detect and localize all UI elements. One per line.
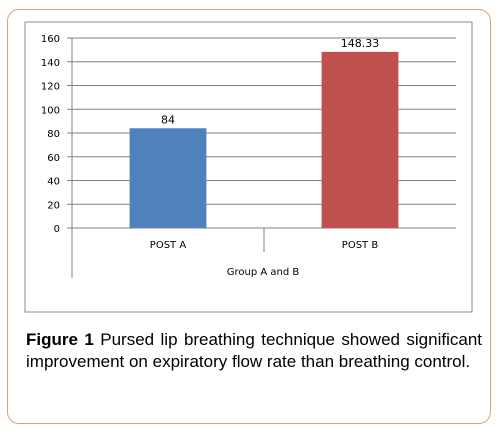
y-tick-label-6: 120 [41, 82, 60, 93]
bar-1 [321, 51, 399, 228]
y-tick-label-1: 20 [47, 200, 60, 211]
y-tick-label-8: 160 [41, 34, 60, 45]
y-tick-label-3: 60 [47, 153, 60, 164]
caption-label: Figure 1 [26, 330, 94, 349]
bar-0 [129, 128, 207, 228]
caption-text: Pursed lip breathing technique showed si… [26, 330, 482, 371]
data-label-0: 84 [161, 113, 175, 126]
y-tick-label-7: 140 [41, 58, 60, 69]
axes [71, 38, 265, 278]
y-tick-label-0: 0 [54, 224, 60, 235]
category-label-1: POST B [342, 240, 379, 251]
y-tick-labels: 0 20 40 60 80 100 120 140 160 [41, 34, 60, 235]
x-category-labels: POST A POST B [150, 240, 379, 251]
x-axis-title: Group A and B [227, 267, 300, 278]
y-tick-label-4: 80 [47, 129, 60, 140]
y-tick-label-2: 40 [47, 177, 60, 188]
category-label-0: POST A [150, 240, 187, 251]
y-tick-label-5: 100 [41, 105, 60, 116]
data-label-1: 148.33 [341, 37, 380, 50]
bars: 84 148.33 [129, 37, 399, 228]
figure-caption: Figure 1 Pursed lip breathing technique … [26, 329, 482, 373]
